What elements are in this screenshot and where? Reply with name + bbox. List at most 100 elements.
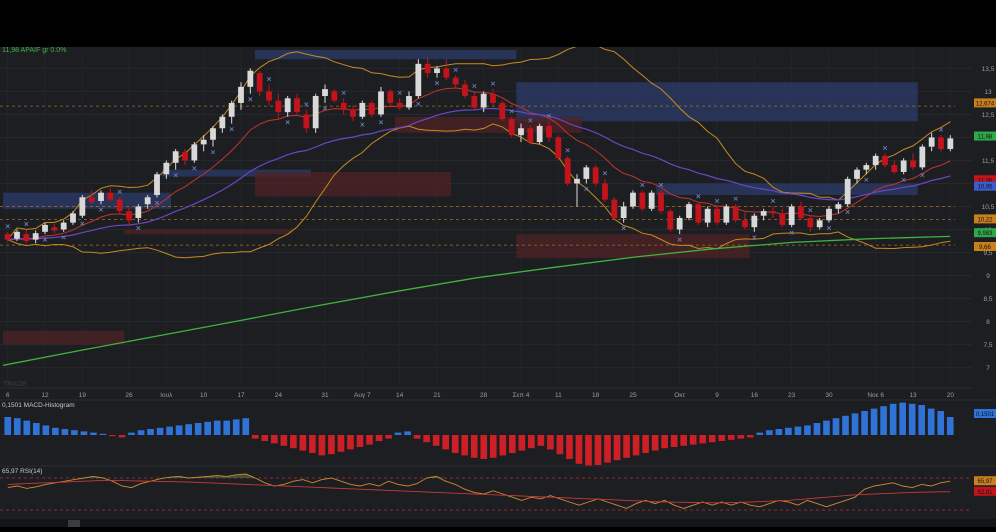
candle-up — [79, 197, 86, 216]
candle-down — [424, 63, 431, 74]
macd-bar-positive — [775, 429, 783, 435]
macd-bar-negative — [270, 435, 278, 444]
candle-down — [275, 100, 282, 113]
candle-up — [14, 231, 20, 239]
candle-up — [144, 197, 151, 205]
candle-down — [742, 220, 748, 228]
macd-bar-negative — [556, 435, 564, 455]
toolbar-selected-button[interactable] — [68, 520, 80, 527]
y-tick-label: 11,5 — [982, 158, 995, 165]
psar-marker — [528, 118, 533, 123]
x-tick-label: 31 — [321, 392, 329, 399]
macd-value-label-bg — [974, 409, 996, 418]
psar-marker — [360, 122, 365, 127]
psar-marker — [845, 209, 850, 215]
chart-svg[interactable]: 7 7,5 8 8,5 9 9,5 10 10,5 11 11,5 12 12,5 13 13,5 12,… — [0, 44, 996, 527]
psar-marker — [5, 224, 10, 229]
candle-up — [919, 146, 926, 168]
candle-down — [340, 102, 347, 110]
resistance-zone — [255, 50, 517, 60]
macd-bar-negative — [632, 435, 640, 456]
psar-marker — [677, 237, 682, 242]
candle-up — [191, 144, 198, 161]
macd-bar-positive — [90, 432, 97, 435]
candle-down — [88, 197, 95, 202]
macd-bar-positive — [813, 423, 821, 435]
x-tick-label: 12 — [41, 392, 49, 399]
candle-down — [508, 119, 515, 136]
value-label-bg — [974, 175, 996, 185]
candle-down — [910, 160, 916, 168]
candle-down — [462, 84, 468, 97]
candle-down — [658, 192, 664, 212]
macd-bar-positive — [918, 405, 926, 435]
candle-down — [23, 234, 30, 242]
zones — [3, 50, 918, 345]
candle-down — [564, 158, 571, 184]
candle-up — [247, 70, 254, 87]
macd-bar-positive — [832, 418, 840, 435]
candle-up — [210, 128, 216, 140]
psar-marker — [808, 208, 813, 213]
candle-up — [928, 137, 935, 147]
macd-value-label: 0,1501 — [974, 409, 996, 418]
candle-up — [704, 208, 711, 223]
x-tick-label: 24 — [275, 392, 283, 399]
value-label: 9,66 — [979, 245, 991, 251]
macd-bar-positive — [42, 425, 50, 435]
psar-marker — [154, 200, 160, 205]
candle-up — [60, 222, 67, 230]
candle-down — [807, 218, 814, 228]
candle-down — [882, 155, 888, 166]
macd-bar-negative — [328, 435, 335, 455]
y-tick-label: 13,5 — [982, 66, 995, 73]
macd-bar-negative — [280, 435, 288, 446]
rsi-label: 65,97 RSI(14) — [2, 468, 42, 475]
candle-down — [732, 206, 739, 221]
chart-area[interactable]: 7 7,5 8 8,5 9 9,5 10 10,5 11 11,5 12 12,5 13 13,5 12,… — [0, 44, 996, 527]
rsi-value-label: 65,97 — [977, 479, 993, 485]
rsi-value-label: 52,81 — [977, 490, 993, 496]
rsi-value-label-bg — [974, 476, 996, 486]
candle-down — [602, 183, 608, 200]
candle-up — [900, 160, 907, 172]
psar-marker — [341, 90, 346, 95]
macd-bar-negative — [423, 435, 430, 443]
macd-bar-negative — [518, 435, 526, 451]
macd-bar-positive — [232, 419, 240, 435]
psar-marker — [733, 196, 738, 201]
candle-up — [676, 218, 683, 230]
x-tick-label: Αυγ 7 — [354, 392, 371, 399]
macd-bar-positive — [937, 411, 945, 435]
macd-bar-negative — [118, 435, 126, 438]
candle-up — [826, 208, 832, 221]
value-label-bg — [974, 228, 996, 238]
support-zone — [3, 330, 125, 345]
psar-marker — [490, 81, 496, 86]
x-tick-label: 10 — [200, 392, 208, 399]
candle-down — [4, 234, 11, 240]
candle-up — [378, 91, 384, 115]
macd-bar-positive — [185, 424, 192, 435]
top-black-bar — [0, 0, 996, 47]
candle-up — [312, 96, 319, 129]
candle-up — [583, 167, 590, 179]
macd-bar-positive — [908, 403, 916, 435]
macd-bar-positive — [756, 432, 764, 435]
macd-bar-negative — [547, 435, 554, 450]
rsi-pane — [0, 473, 972, 511]
macd-bar-negative — [746, 435, 754, 438]
psar-marker — [80, 221, 85, 226]
candle-down — [350, 109, 356, 117]
x-tick-label: 17 — [237, 392, 245, 399]
macd-bar-negative — [432, 435, 440, 446]
resistance-zone — [656, 183, 918, 195]
psar-marker — [789, 230, 794, 235]
rsi-overbought-fill — [7, 474, 951, 478]
x-tick-label: 26 — [125, 392, 133, 399]
support-zone — [395, 116, 582, 133]
candle-down — [303, 114, 310, 129]
macd-bar-negative — [499, 435, 507, 456]
candle-down — [499, 102, 506, 120]
macd-bar-positive — [71, 430, 78, 435]
